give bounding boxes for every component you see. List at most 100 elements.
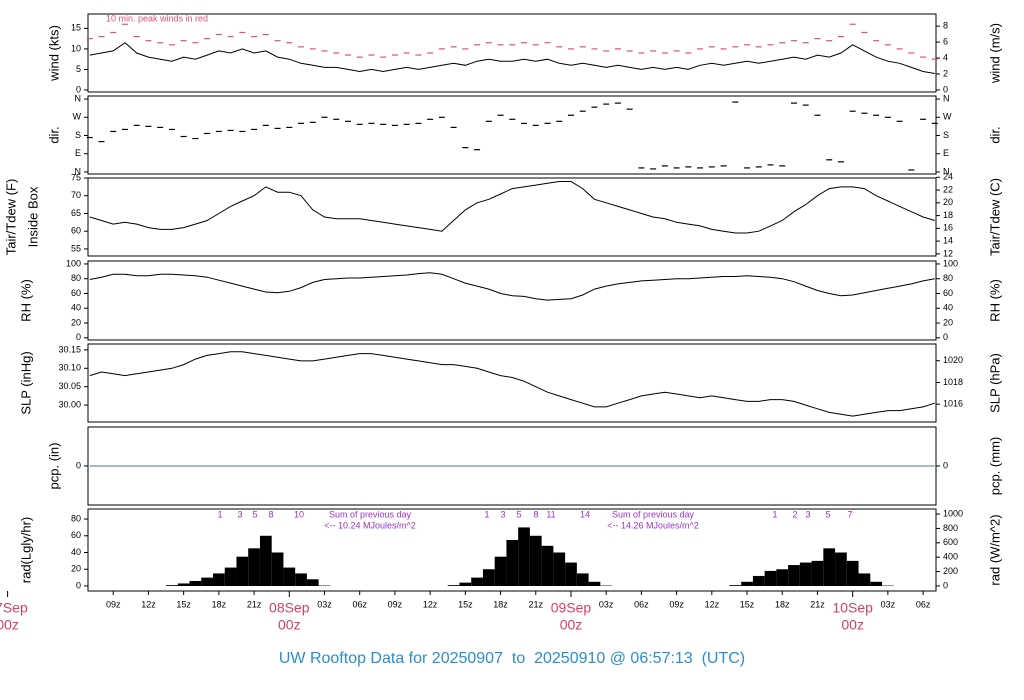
y-tick-label: 30.10 (58, 363, 81, 373)
day-label: 09Sep (551, 600, 592, 616)
chart-title: UW Rooftop Data for 20250907 to 20250910… (279, 650, 745, 667)
hour-mark: 3 (500, 509, 505, 519)
bar (306, 579, 319, 586)
y-tick-label: S (75, 130, 81, 140)
x-tick-label: 18z (212, 599, 227, 609)
y-axis-label: SLP (inHg) (18, 351, 33, 414)
bar (189, 580, 202, 586)
day-label: 07Sep (0, 600, 28, 616)
x-tick-label: 03z (881, 599, 896, 609)
hour-mark: 1 (772, 509, 777, 519)
y-tick-label: 0 (76, 580, 81, 590)
x-tick-label: 15z (458, 599, 473, 609)
day-hour-label: 00z (841, 617, 864, 633)
panel-frame (87, 343, 937, 423)
bar (177, 583, 190, 586)
bar (788, 565, 800, 586)
y-tick-label: 0 (76, 84, 81, 94)
x-tick-label: 12z (141, 599, 156, 609)
bar (835, 552, 847, 586)
y-tick-label: 30.15 (58, 344, 81, 354)
y2-tick-label: S (943, 130, 949, 140)
y2-tick-label: E (943, 148, 949, 158)
y-tick-label: 10 (71, 43, 81, 53)
bar (741, 581, 753, 586)
y-tick-label: 60 (71, 530, 81, 540)
y2-tick-label: 0 (943, 84, 948, 94)
bar (447, 585, 460, 586)
y2-tick-label: 1016 (943, 399, 963, 409)
x-tick-label: 15z (740, 599, 755, 609)
day-hour-label: 00z (560, 617, 583, 633)
x-tick-label: 21z (810, 599, 825, 609)
bar (541, 545, 554, 586)
bar (588, 581, 601, 586)
bar (201, 577, 213, 586)
y-tick-label: N (75, 166, 82, 176)
y2-tick-label: 6 (943, 36, 948, 46)
y-tick-label: 0 (76, 332, 81, 342)
y2-tick-label: 2 (943, 68, 948, 78)
hour-mark: 8 (533, 509, 538, 519)
y2-tick-label: 0 (943, 580, 948, 590)
bar (236, 556, 249, 586)
series-line (89, 181, 935, 234)
hour-mark: 5 (252, 509, 257, 519)
y2-tick-label: 0 (943, 332, 948, 342)
y-tick-label: N (75, 93, 82, 103)
y2-tick-label: 20 (943, 197, 953, 207)
y-tick-label: 40 (71, 547, 81, 557)
y2-tick-label: N (943, 93, 950, 103)
y2-axis-label: rad (W/m^2) (987, 514, 1002, 585)
annotation: 10 min. peak winds in red (106, 13, 208, 23)
y2-tick-label: 100 (943, 258, 958, 268)
x-tick-label: 21z (529, 599, 544, 609)
x-tick-label: 09z (106, 599, 121, 609)
y-tick-label: 70 (71, 190, 81, 200)
bar (224, 567, 237, 586)
y-axis-label: dir. (46, 126, 61, 143)
hour-mark: 5 (825, 509, 830, 519)
y-tick-label: 60 (71, 288, 81, 298)
note-heading: Sum of previous day (612, 509, 695, 519)
bar (471, 577, 483, 586)
y2-tick-label: 600 (943, 537, 958, 547)
y-tick-label: E (75, 148, 81, 158)
y-axis-label: RH (%) (18, 279, 33, 322)
day-label: 08Sep (269, 600, 310, 616)
day-hour-label: 00z (0, 617, 19, 633)
bar (494, 556, 507, 586)
hour-mark: 7 (847, 509, 852, 519)
y2-tick-label: 1000 (943, 508, 963, 518)
y2-tick-label: 24 (943, 172, 953, 182)
y2-tick-label: 80 (943, 273, 953, 283)
y-tick-label: 30.00 (58, 399, 81, 409)
bar (565, 562, 577, 586)
y-tick-label: 65 (71, 208, 81, 218)
bar (811, 560, 824, 586)
y-tick-label: 30.05 (58, 381, 81, 391)
bar (518, 527, 530, 586)
bar (858, 573, 871, 586)
hour-mark: 1 (217, 509, 222, 519)
bar (529, 535, 542, 586)
bar (482, 569, 495, 586)
y2-tick-label: 60 (943, 288, 953, 298)
y-tick-label: 80 (71, 273, 81, 283)
bar (823, 548, 836, 586)
y-tick-label: 40 (71, 303, 81, 313)
x-tick-label: 09z (669, 599, 684, 609)
y-tick-label: 80 (71, 513, 81, 523)
hour-mark: 10 (294, 509, 304, 519)
bar (259, 535, 272, 586)
series-line (89, 272, 935, 301)
y2-tick-label: 1020 (943, 355, 963, 365)
bar (248, 548, 260, 586)
y-axis-label-note: Inside Box (25, 186, 40, 247)
bar (799, 562, 812, 586)
bar (271, 552, 284, 586)
bar (212, 573, 225, 586)
hour-mark: 8 (268, 509, 273, 519)
x-tick-label: 03z (599, 599, 614, 609)
hour-mark: 11 (546, 509, 555, 519)
